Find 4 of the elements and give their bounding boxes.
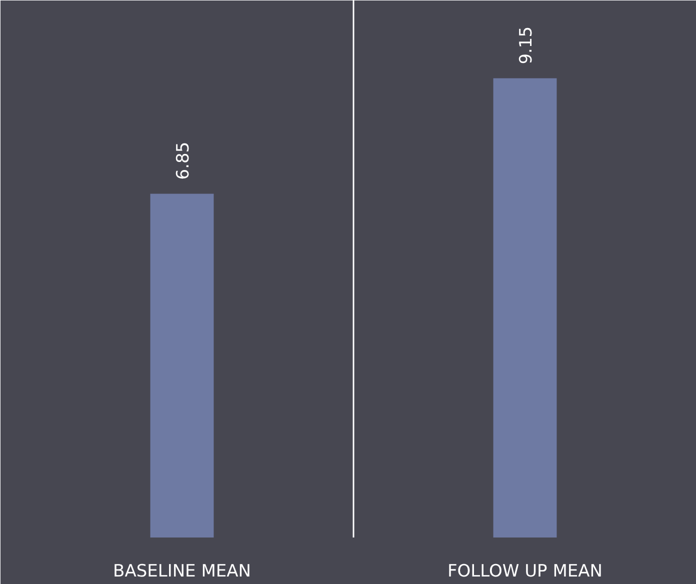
data-label: 6.85	[174, 142, 194, 180]
x-tick-label: BASELINE MEAN	[113, 562, 251, 582]
x-tick-label: FOLLOW UP MEAN	[448, 562, 602, 582]
data-label: 9.15	[516, 26, 536, 64]
